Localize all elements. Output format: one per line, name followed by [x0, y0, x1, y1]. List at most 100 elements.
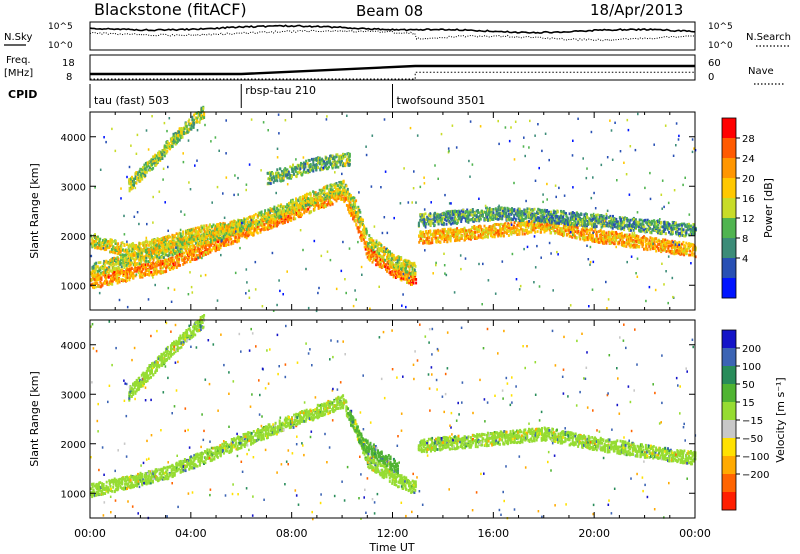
power-echo-cell [355, 215, 358, 218]
power-echo-cell [408, 281, 411, 285]
power-echo-cell [140, 172, 143, 175]
power-echo-cell [354, 201, 357, 204]
power-echo-cell [272, 213, 275, 217]
power-echo-cell [111, 277, 114, 281]
power-echo-cell [226, 238, 229, 242]
power-echo-cell [385, 263, 388, 267]
power-echo-cell [102, 271, 105, 274]
power-echo-cell [378, 252, 381, 255]
power-echo-cell [160, 263, 163, 266]
power-echo-cell [107, 274, 110, 278]
power-echo-cell [301, 172, 304, 176]
power-echo-cell [183, 259, 186, 263]
power-echo-cell [283, 205, 286, 209]
power-echo-cell [177, 259, 180, 263]
power-echo-cell [130, 271, 133, 274]
power-echo-cell [174, 261, 177, 265]
power-echo-cell [259, 229, 262, 232]
power-echo-cell [113, 271, 116, 275]
power-echo-cell [359, 222, 362, 226]
power-echo-cell [244, 233, 247, 236]
power-echo-cell [221, 226, 224, 230]
power-echo-cell [176, 258, 179, 262]
power-echo-cell [406, 264, 409, 267]
power-echo-cell [257, 214, 259, 218]
power-echo-cell [319, 161, 322, 164]
power-echo-cell [329, 203, 332, 207]
power-echo-cell [92, 264, 95, 268]
power-echo-cell [110, 243, 113, 246]
power-echo-cell [233, 234, 236, 238]
power-echo-cell [124, 273, 127, 277]
power-echo-cell [150, 244, 153, 248]
power-echo-cell [441, 237, 444, 241]
cpid-label: CPID [8, 88, 37, 101]
power-echo-cell [90, 279, 92, 282]
power-echo-cell [101, 283, 104, 287]
power-echo-cell [287, 170, 290, 174]
power-echo-cell [95, 237, 98, 241]
power-echo-cell [137, 178, 140, 182]
power-echo-cell [493, 229, 496, 233]
power-echo-cell [384, 258, 387, 262]
power-echo-cell [174, 263, 177, 267]
power-echo-cell [370, 237, 373, 241]
power-echo-cell [130, 267, 133, 270]
power-echo-cell [152, 158, 155, 162]
power-echo-cell [187, 120, 190, 123]
power-echo-cell [148, 251, 150, 254]
power-echo-cell [496, 223, 499, 226]
power-echo-cell [176, 236, 179, 240]
power-echo-cell [389, 250, 391, 254]
power-echo-cell [315, 196, 318, 200]
power-echo-cell [245, 236, 248, 240]
power-echo-cell [128, 189, 131, 193]
power-echo-cell [347, 162, 350, 165]
power-echo-cell [350, 211, 352, 215]
power-echo-cell [191, 258, 194, 261]
power-echo-cell [136, 177, 139, 181]
power-echo-cell [122, 255, 125, 259]
power-echo-cell [437, 228, 440, 232]
power-echo-cell [129, 267, 131, 271]
power-echo-cell [328, 197, 331, 201]
power-echo-cell [192, 252, 195, 256]
power-echo-cell [163, 264, 166, 268]
power-echo-cell [440, 235, 443, 239]
power-echo-cell [383, 246, 386, 249]
power-echo-cell [185, 249, 188, 253]
power-echo-cell [408, 270, 411, 273]
power-echo-cell [508, 224, 511, 227]
power-echo-cell [153, 268, 156, 271]
power-echo-cell [119, 262, 122, 266]
power-echo-cell [500, 234, 503, 237]
power-echo-cell [178, 231, 181, 235]
power-echo-cell [244, 220, 247, 223]
power-echo-cell [271, 225, 274, 229]
power-echo-cell [329, 194, 332, 197]
power-echo-cell [402, 275, 405, 279]
power-echo-cell [191, 115, 194, 119]
power-echo-cell [141, 168, 144, 171]
power-echo-cell [182, 230, 185, 234]
power-echo-cell [200, 252, 203, 255]
power-echo-cell [129, 258, 132, 262]
power-echo-cell [192, 227, 195, 231]
power-echo-cell [191, 243, 194, 247]
power-echo-cell [335, 187, 337, 191]
power-echo-cell [348, 154, 351, 158]
power-echo-cell [177, 232, 180, 236]
power-echo-cell [372, 239, 375, 243]
power-echo-cell [93, 273, 96, 276]
power-echo-cell [254, 228, 257, 232]
power-echo-cell [254, 223, 257, 227]
power-echo-cell [503, 230, 506, 234]
power-echo-cell [354, 209, 357, 213]
power-echo-cell [202, 253, 205, 257]
power-echo-cell [278, 214, 281, 218]
power-echo-cell [345, 204, 348, 207]
power-echo-cell [236, 225, 239, 229]
power-echo-cell [375, 239, 378, 243]
power-echo-cell [322, 198, 325, 201]
power-echo-cell [152, 266, 155, 270]
